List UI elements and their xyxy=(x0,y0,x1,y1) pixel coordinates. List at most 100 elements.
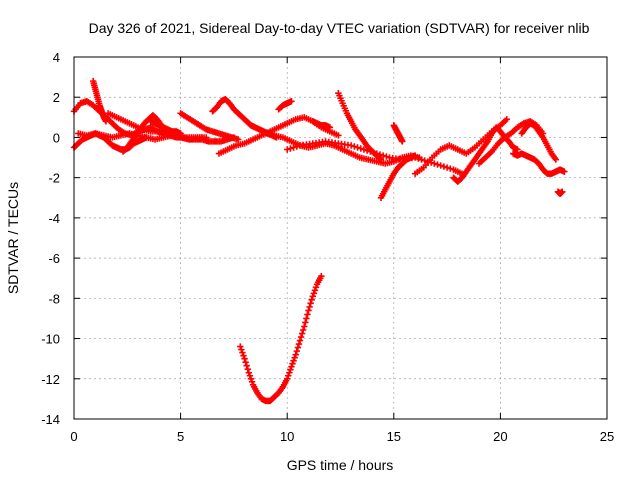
data-point xyxy=(299,326,307,334)
series-arc24 xyxy=(237,273,325,405)
data-point xyxy=(447,165,454,172)
data-point xyxy=(312,284,320,291)
data-point xyxy=(434,161,441,168)
data-point xyxy=(307,300,314,307)
x-tick-label: 10 xyxy=(280,429,294,444)
series-arc14 xyxy=(335,90,385,163)
y-tick-label: -8 xyxy=(48,291,60,306)
data-point xyxy=(514,146,521,153)
data-point xyxy=(415,155,422,162)
series-arc7 xyxy=(147,118,184,137)
data-point xyxy=(237,343,244,350)
y-tick-label: 4 xyxy=(53,50,60,65)
data-point xyxy=(561,168,568,175)
y-tick-label: -12 xyxy=(41,372,60,387)
data-points xyxy=(70,77,568,405)
data-point xyxy=(318,273,325,280)
data-point xyxy=(293,143,300,150)
series-arc13 xyxy=(309,118,334,131)
data-point xyxy=(310,290,318,297)
data-point xyxy=(287,366,294,373)
series-arc8 xyxy=(177,110,242,143)
data-point xyxy=(291,354,298,361)
data-point xyxy=(418,156,425,163)
x-tick-label: 5 xyxy=(177,429,184,444)
data-point xyxy=(246,372,254,379)
data-point xyxy=(308,296,315,304)
data-point xyxy=(377,156,385,163)
data-point xyxy=(238,346,245,353)
data-point xyxy=(309,293,316,300)
data-point xyxy=(294,344,302,351)
data-point xyxy=(376,151,384,158)
data-point xyxy=(177,130,184,137)
y-tick-label: -2 xyxy=(48,171,60,186)
data-point xyxy=(437,162,444,169)
data-point xyxy=(302,319,309,326)
data-point xyxy=(503,116,510,123)
plot-frame xyxy=(73,56,608,420)
data-point xyxy=(198,134,206,141)
y-axis-label: SDTVAR / TECUs xyxy=(5,182,21,294)
data-point xyxy=(305,307,312,314)
data-point xyxy=(292,351,299,358)
data-point xyxy=(290,357,297,364)
data-point xyxy=(354,144,361,151)
series-arc23 xyxy=(554,188,566,197)
data-point xyxy=(399,138,406,145)
data-point xyxy=(559,188,566,195)
series-arc22 xyxy=(518,120,560,163)
grid xyxy=(74,57,607,419)
data-point xyxy=(431,160,438,167)
data-point xyxy=(373,150,380,157)
series-arc16 xyxy=(377,152,419,201)
data-point xyxy=(306,303,313,311)
data-point xyxy=(289,360,296,367)
axis-ticks: 0 5 10 15 20 25 -14 -12 -10 -8 -6 -4 -2 0 2 4 xyxy=(41,50,614,444)
data-point xyxy=(367,148,374,155)
data-point xyxy=(311,287,319,294)
y-tick-label: -6 xyxy=(48,251,60,266)
x-tick-label: 20 xyxy=(493,429,507,444)
series-arc17 xyxy=(390,122,406,145)
data-point xyxy=(242,358,249,366)
data-point xyxy=(443,164,451,171)
x-tick-label: 15 xyxy=(387,429,401,444)
data-point xyxy=(244,366,251,373)
data-point xyxy=(351,143,358,150)
data-point xyxy=(298,330,306,337)
y-tick-label: -14 xyxy=(41,412,60,427)
data-point xyxy=(293,347,300,355)
data-point xyxy=(288,98,295,105)
series-arc19 xyxy=(450,124,521,185)
data-point xyxy=(295,340,303,348)
data-point xyxy=(247,375,255,382)
data-point xyxy=(245,369,253,376)
data-point xyxy=(286,369,293,376)
data-point xyxy=(297,333,305,341)
data-point xyxy=(370,149,377,156)
data-point xyxy=(296,337,304,344)
data-point xyxy=(288,363,295,370)
data-point xyxy=(234,136,242,143)
y-tick-label: -10 xyxy=(41,332,60,347)
data-point xyxy=(363,147,371,154)
data-point xyxy=(239,349,246,356)
data-point xyxy=(335,132,342,139)
data-point xyxy=(248,378,256,385)
data-point xyxy=(241,355,248,362)
data-point xyxy=(102,118,110,125)
data-point xyxy=(303,315,310,322)
series-arc11 xyxy=(275,98,295,113)
y-tick-label: 2 xyxy=(53,90,60,105)
data-point xyxy=(301,323,308,330)
series-arc15 xyxy=(284,138,466,177)
data-point xyxy=(357,145,364,152)
data-point xyxy=(304,311,311,318)
data-point xyxy=(285,372,292,379)
data-point xyxy=(290,144,297,151)
data-point xyxy=(552,156,560,163)
data-point xyxy=(347,142,355,149)
x-axis-label: GPS time / hours xyxy=(287,457,394,473)
